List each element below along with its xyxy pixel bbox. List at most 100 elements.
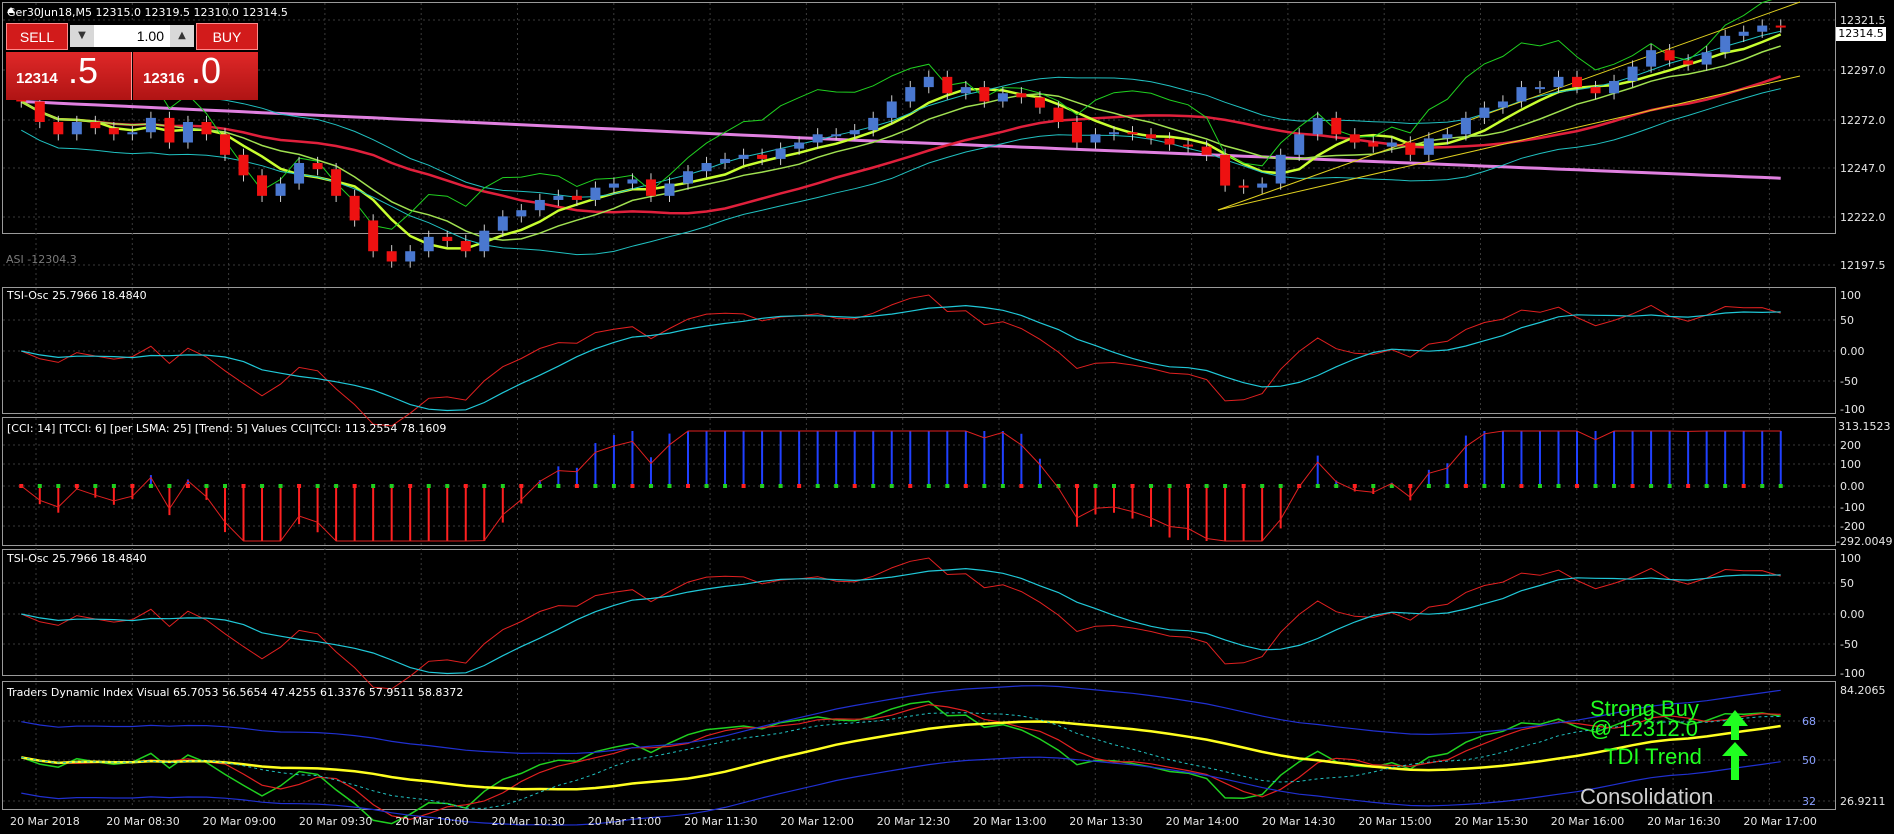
tdi-signal-line (21, 703, 1781, 821)
tsi-pane-1 (2, 287, 1836, 414)
bull-candle (775, 148, 786, 159)
cci-zero-dot (74, 484, 79, 488)
bear-candle (1590, 87, 1601, 94)
sell-price-small: 12314 (16, 70, 58, 87)
lot-size-input[interactable] (94, 25, 170, 47)
tsi-2-label: TSI-Osc 25.7966 18.4840 (6, 552, 147, 565)
cci-zero-dot (667, 484, 672, 488)
up-arrow-icon (1722, 710, 1748, 780)
cci-zero-dot (352, 484, 357, 488)
bear-candle (1775, 25, 1786, 28)
bull-candle (738, 154, 749, 159)
bear-candle (442, 236, 453, 241)
main-pane (2, 2, 1836, 234)
bull-candle (905, 87, 916, 102)
bull-candle (627, 179, 638, 184)
ma-mid-line (20, 45, 1781, 241)
tsi-pane-2 (2, 549, 1836, 676)
cci-zero-dot (297, 484, 302, 488)
cci-zero-dot (926, 484, 931, 488)
cci-zero-dot (1778, 484, 1783, 488)
cci-zero-dot (1519, 484, 1524, 488)
sell-price-big: .5 (68, 50, 99, 91)
bull-candle (1312, 117, 1323, 135)
cci-zero-dot (426, 484, 431, 488)
bear-candle (757, 154, 768, 159)
bull-candle (831, 134, 842, 137)
cci-tick: -100 (1840, 501, 1865, 514)
cci-zero-dot (1593, 484, 1598, 488)
cci-zero-dot (1667, 484, 1672, 488)
bear-candle (238, 154, 249, 176)
bear-candle (1220, 154, 1231, 186)
bear-candle (257, 175, 268, 196)
bear-candle (1331, 117, 1342, 135)
buy-price-small: 12316 (143, 70, 185, 87)
bull-candle (423, 236, 434, 252)
bull-candle (1275, 154, 1286, 184)
signal-state: Consolidation (1580, 784, 1713, 809)
sell-price-button[interactable]: 12314 .5 (6, 50, 132, 100)
cci-zero-dot (815, 484, 820, 488)
cci-zero-dot (1371, 484, 1376, 488)
cci-zero-dot (852, 484, 857, 488)
cci-zero-dot (445, 484, 450, 488)
cci-zero-dot (1167, 484, 1172, 488)
cci-zero-dot (1630, 484, 1635, 488)
cci-zero-dot (1019, 484, 1024, 488)
bull-candle (1609, 80, 1620, 94)
time-tick: 20 Mar 14:30 (1262, 815, 1335, 828)
cci-tick: 0.00 (1840, 480, 1865, 493)
lot-decrease-button[interactable]: ▼ (70, 25, 94, 47)
buy-button[interactable]: BUY (196, 23, 258, 50)
bear-candle (386, 251, 397, 262)
bull-candle (997, 93, 1008, 102)
cci-zero-dot (241, 484, 246, 488)
cci-zero-dot (1741, 484, 1746, 488)
buy-price-button[interactable]: 12316 .0 (133, 50, 258, 100)
cci-zero-dot (1649, 484, 1654, 488)
cci-zero-dot (1223, 484, 1228, 488)
bear-candle (312, 163, 323, 170)
bull-candle (1090, 134, 1101, 143)
envelope-line (21, 0, 1773, 230)
cci-zero-dot (1556, 484, 1561, 488)
cci-zero-dot (908, 484, 913, 488)
cci-zero-dot (723, 484, 728, 488)
cci-zero-dot (1111, 484, 1116, 488)
bear-candle (34, 101, 45, 122)
cci-zero-dot (1500, 484, 1505, 488)
bear-candle (1683, 60, 1694, 65)
tsi-tick: 50 (1840, 314, 1854, 327)
time-tick: 20 Mar 10:00 (395, 815, 468, 828)
bull-candle (608, 183, 619, 188)
bear-candle (979, 87, 990, 102)
triangle-icon (7, 7, 15, 13)
time-tick: 20 Mar 16:00 (1551, 815, 1624, 828)
bull-candle (1720, 35, 1731, 53)
time-tick: 20 Mar 15:00 (1358, 815, 1431, 828)
bull-candle (1516, 87, 1527, 102)
bear-candle (942, 76, 953, 94)
price-tick: 12272.0 (1840, 114, 1886, 127)
tsi-tick: 0.00 (1840, 608, 1865, 621)
cci-zero-dot (408, 484, 413, 488)
cci-pane (2, 417, 1836, 546)
cci-zero-dot (1686, 484, 1691, 488)
asi-label: ASI -12304.3 (6, 253, 77, 266)
cci-zero-dot (556, 484, 561, 488)
price-tick: 12321.5 (1840, 14, 1886, 27)
cci-zero-dot (56, 484, 61, 488)
cci-zero-dot (1074, 484, 1079, 488)
bull-candle (145, 117, 156, 133)
lot-increase-button[interactable]: ▲ (170, 25, 194, 47)
cci-zero-dot (130, 484, 135, 488)
time-tick: 20 Mar 12:00 (780, 815, 853, 828)
cci-tick: 313.1523 (1838, 420, 1891, 433)
sell-button[interactable]: SELL (6, 23, 68, 50)
bear-candle (645, 179, 656, 196)
bull-candle (1646, 50, 1657, 67)
bear-candle (1016, 93, 1027, 98)
price-axis: 12321.5 12297.0 12272.0 12247.0 12222.0 … (1840, 14, 1886, 272)
cci-zero-dot (1389, 484, 1394, 488)
